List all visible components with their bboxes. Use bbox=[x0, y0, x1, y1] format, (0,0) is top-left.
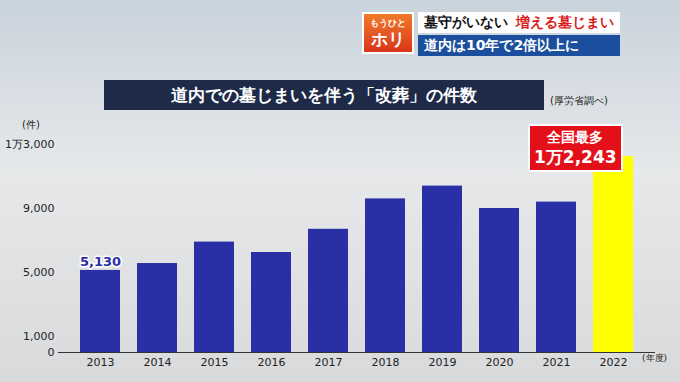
html-text:道内は10年で2倍以上に: 道内は10年で2倍以上に bbox=[424, 37, 580, 53]
svg-text:0: 0 bbox=[48, 346, 55, 359]
svg-text:2014: 2014 bbox=[144, 356, 172, 369]
svg-text:9,000: 9,000 bbox=[23, 202, 55, 215]
html-text:道内での墓じまいを伴う「改葬」の件数: 道内での墓じまいを伴う「改葬」の件数 bbox=[171, 84, 477, 105]
svg-text:5,130: 5,130 bbox=[80, 254, 121, 269]
svg-text:5,000: 5,000 bbox=[23, 266, 55, 279]
html-text:墓守がいない: 墓守がいない bbox=[424, 14, 508, 30]
html-text:全国最多: 全国最多 bbox=[547, 129, 604, 146]
svg-text:1万3,000: 1万3,000 bbox=[5, 138, 55, 151]
svg-text:2021: 2021 bbox=[543, 356, 571, 369]
svg-text:2015: 2015 bbox=[201, 356, 229, 369]
svg-text:2017: 2017 bbox=[315, 356, 343, 369]
html-text:増える墓じまい: 増える墓じまい bbox=[516, 14, 614, 30]
html-text:(件): (件) bbox=[22, 119, 40, 130]
html-text:1万2,243: 1万2,243 bbox=[534, 147, 617, 168]
svg-text:2018: 2018 bbox=[372, 356, 400, 369]
svg-text:2013: 2013 bbox=[87, 356, 115, 369]
svg-text:1,000: 1,000 bbox=[23, 330, 55, 343]
svg-text:2019: 2019 bbox=[429, 356, 457, 369]
html-text:もうひと: もうひと bbox=[370, 17, 406, 28]
html-text:ホリ: ホリ bbox=[371, 28, 405, 49]
svg-text:2022: 2022 bbox=[600, 356, 628, 369]
svg-text:2020: 2020 bbox=[486, 356, 514, 369]
svg-text:2016: 2016 bbox=[258, 356, 286, 369]
html-text:(年度): (年度) bbox=[642, 353, 667, 363]
html-text:(厚労省調べ): (厚労省調べ) bbox=[550, 95, 608, 106]
